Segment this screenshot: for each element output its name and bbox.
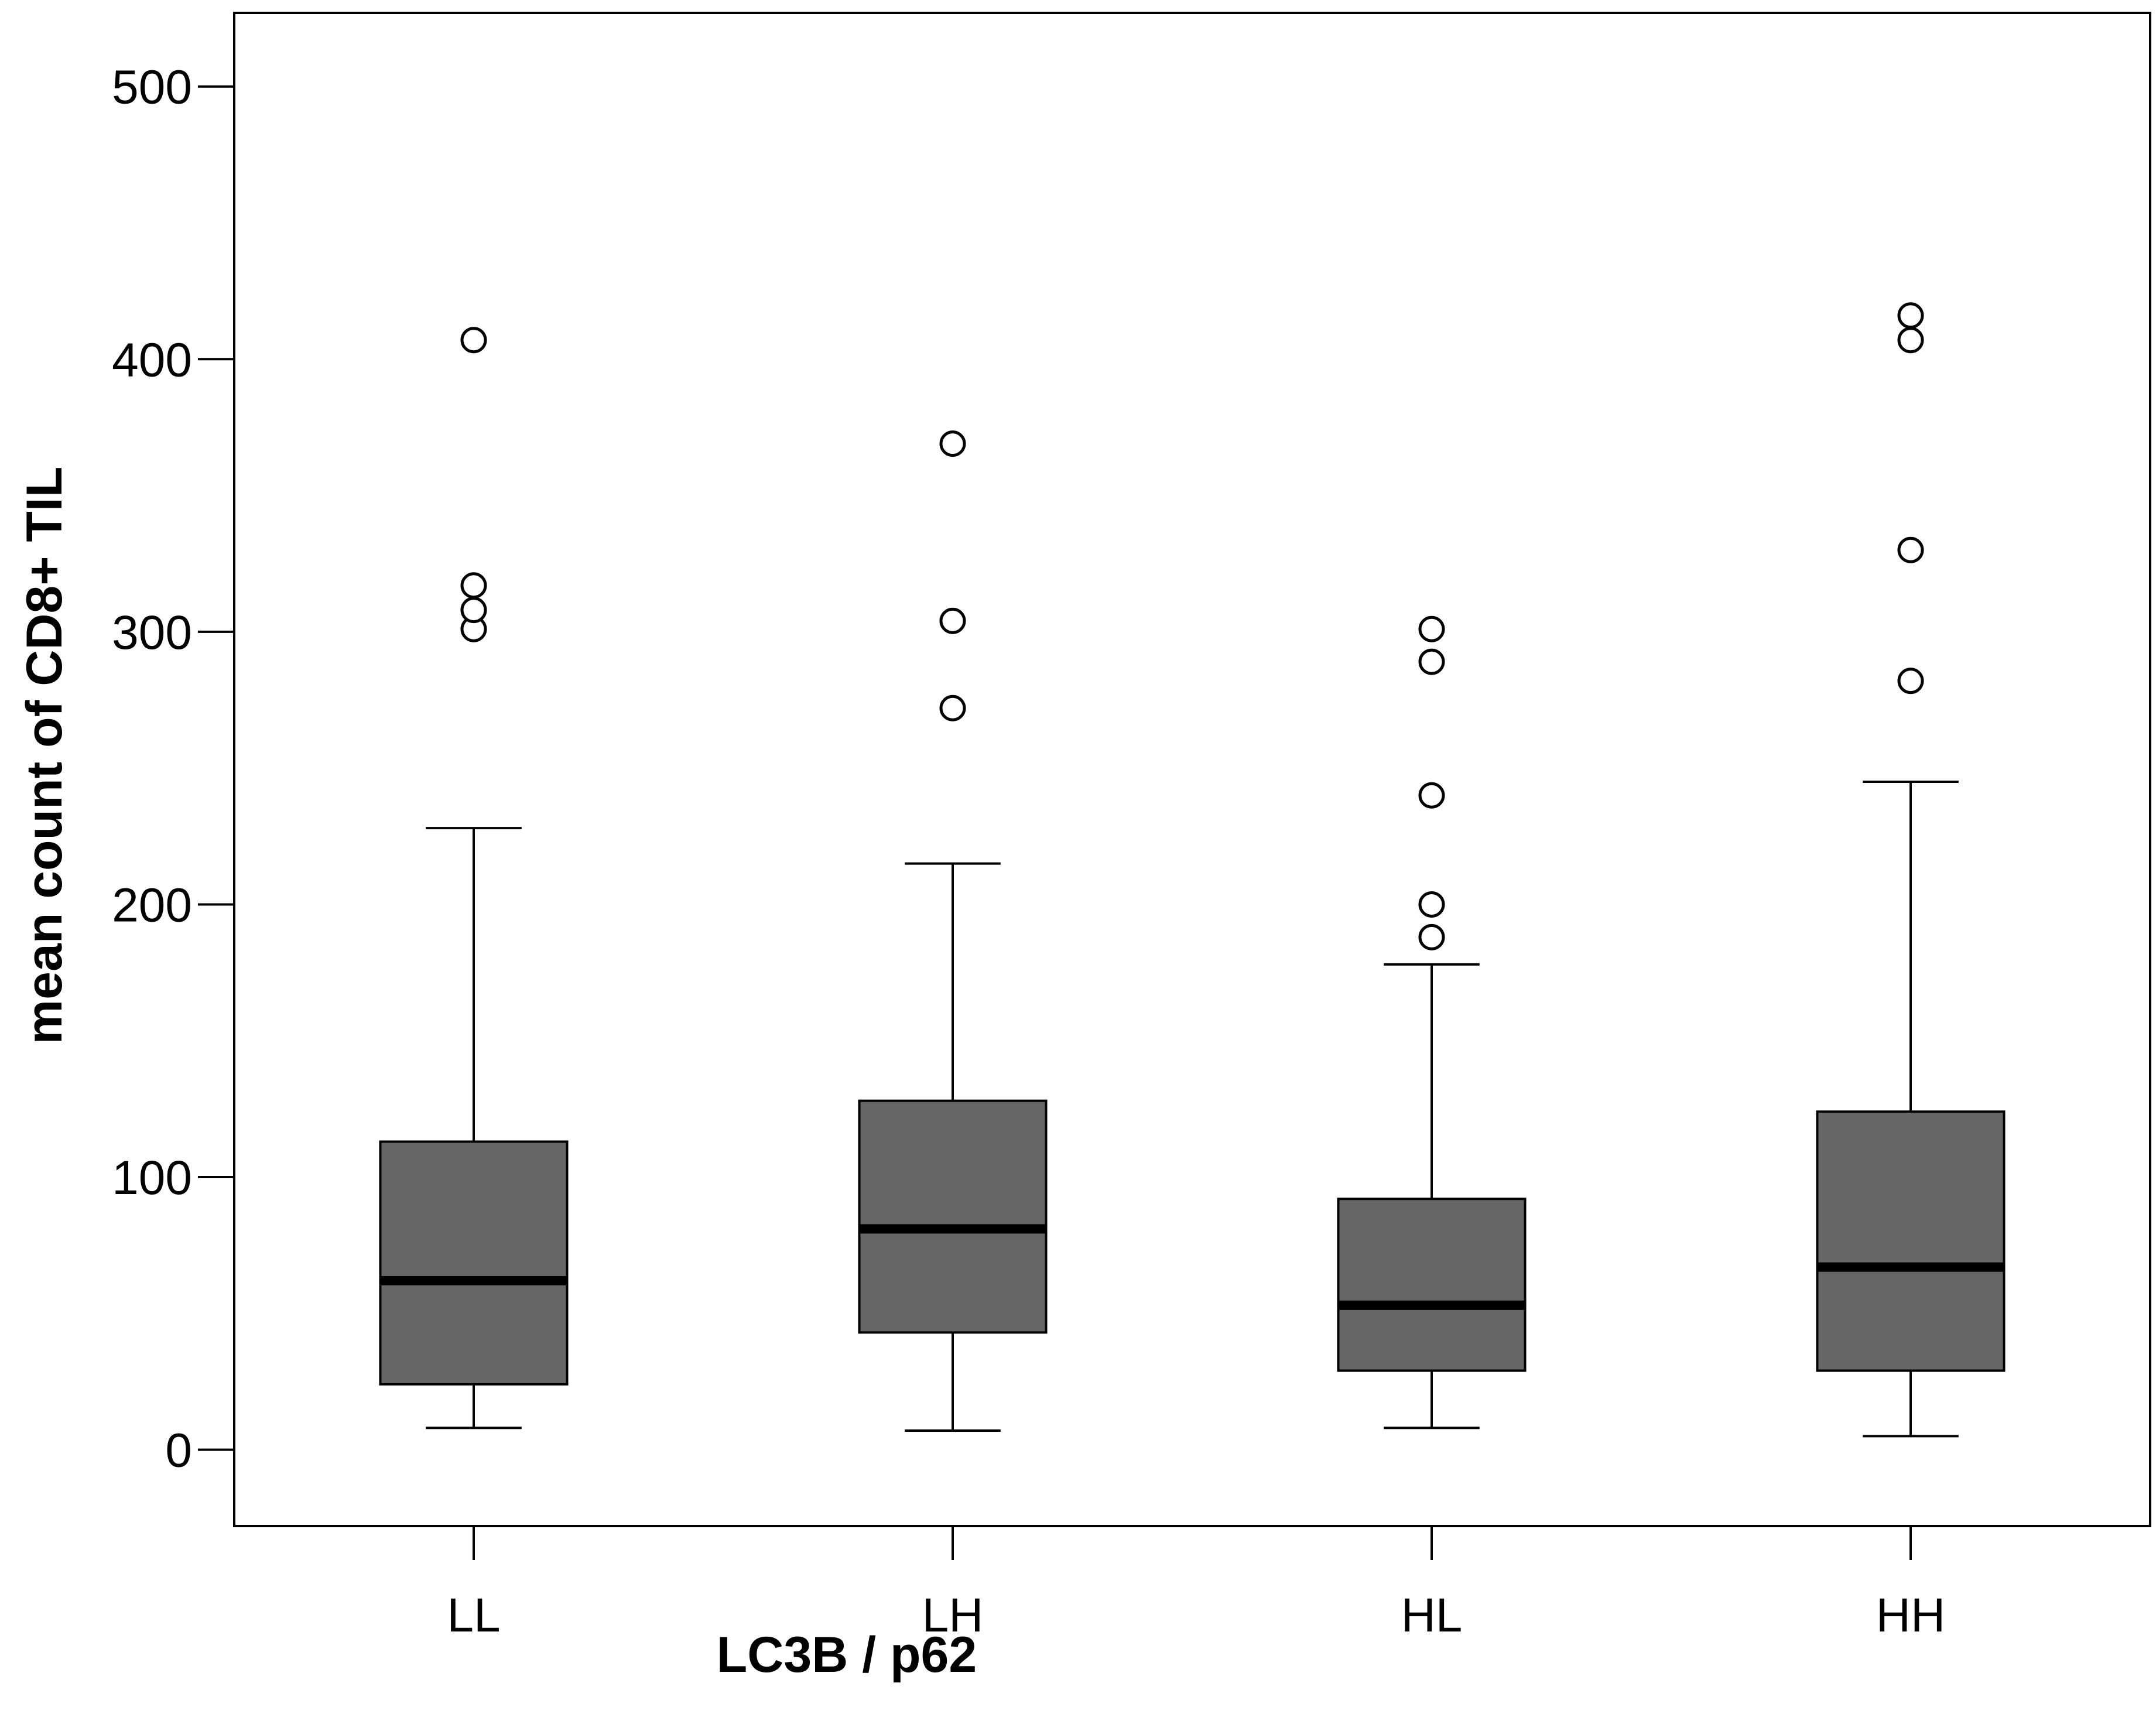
outlier-point	[1897, 536, 1924, 563]
box-hl	[1337, 615, 1527, 1429]
y-tick-label: 500	[112, 61, 192, 114]
outlier-point	[1418, 782, 1445, 809]
y-axis: 0 100 200 300 400 500	[112, 61, 234, 1477]
outlier-point	[1418, 891, 1445, 918]
outlier-point	[1418, 615, 1445, 642]
y-tick-label: 0	[165, 1424, 192, 1477]
iqr-box	[1337, 1198, 1527, 1372]
iqr-box	[858, 1099, 1048, 1334]
outlier-point	[1418, 923, 1445, 950]
y-axis-title: mean count of CD8+ TIL	[16, 467, 73, 1045]
x-tick-label: LL	[447, 1589, 500, 1642]
outlier-point	[1897, 327, 1924, 354]
outlier-point	[1897, 668, 1924, 695]
iqr-box	[379, 1140, 569, 1386]
plot-frame	[233, 12, 2151, 1527]
y-tick-label: 300	[112, 606, 192, 659]
x-tick-label: HH	[1876, 1589, 1945, 1642]
outlier-point	[1897, 302, 1924, 329]
outlier-point	[939, 430, 966, 457]
box-hh	[1816, 302, 2006, 1438]
x-axis-title: LC3B / p62	[717, 1627, 977, 1683]
box-lh	[858, 430, 1048, 1432]
outlier-point	[460, 597, 487, 624]
box-ll	[379, 327, 569, 1429]
x-tick-label: LH	[922, 1589, 984, 1642]
outlier-point	[1418, 648, 1445, 675]
outlier-point	[460, 572, 487, 599]
outlier-point	[939, 695, 966, 721]
x-axis: LL LH HL HH	[447, 1526, 1945, 1642]
y-tick-label: 400	[112, 333, 192, 386]
iqr-box	[1816, 1110, 2006, 1372]
y-tick-label: 100	[112, 1151, 192, 1205]
outlier-point	[939, 607, 966, 634]
outlier-point	[460, 327, 487, 354]
y-tick-label: 200	[112, 878, 192, 932]
boxes	[379, 302, 2006, 1438]
x-tick-label: HL	[1401, 1589, 1463, 1642]
